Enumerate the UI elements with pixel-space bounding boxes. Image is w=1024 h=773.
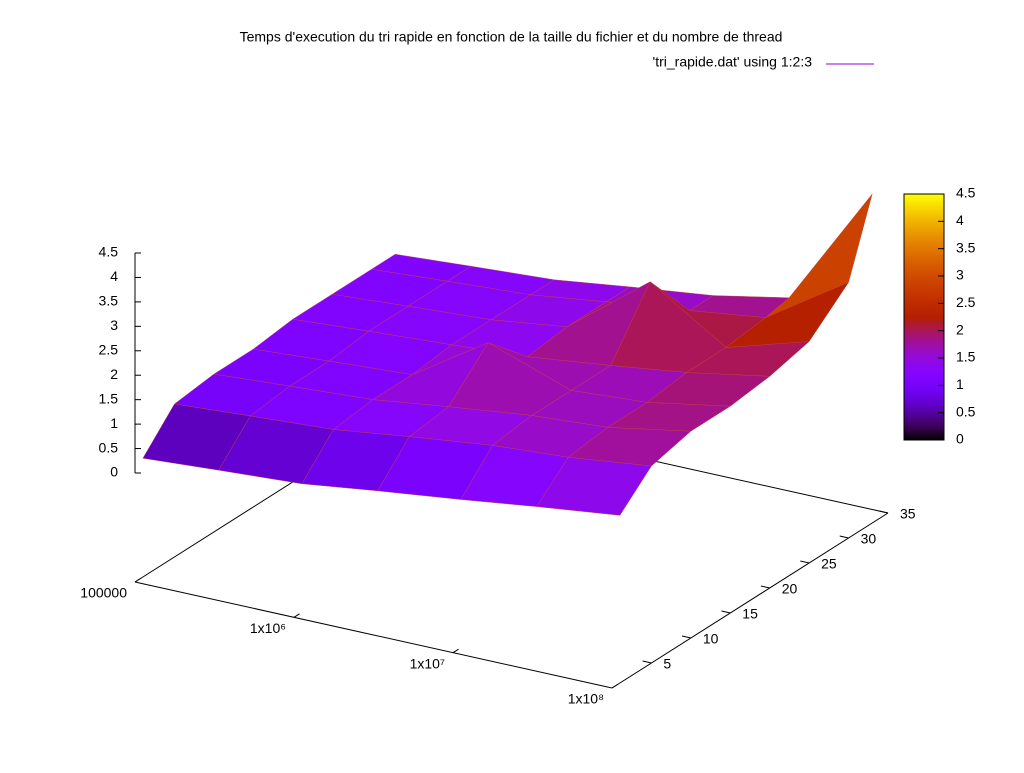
- x-tick: [452, 648, 459, 654]
- x-tick: [611, 684, 618, 689]
- y-tick-label: 25: [821, 556, 837, 572]
- cb-tick-label: 2.5: [956, 294, 976, 310]
- x-tick: [134, 578, 141, 583]
- x-tick-label: 1x10⁸: [568, 691, 604, 707]
- y-tick: [800, 560, 810, 564]
- y-tick-label: 35: [900, 506, 916, 522]
- y-tick-label: 20: [782, 581, 798, 597]
- y-tick-label: 5: [663, 656, 671, 672]
- cb-tick-label: 4: [956, 212, 964, 228]
- y-tick-label: 10: [703, 631, 719, 647]
- z-tick-label: 1: [110, 415, 118, 431]
- y-tick: [879, 510, 889, 514]
- z-tick-label: 4: [110, 268, 118, 284]
- cb-tick-label: 1: [956, 376, 964, 392]
- x-tick-label: 1x10⁷: [410, 655, 445, 671]
- y-tick: [721, 610, 731, 614]
- z-tick-label: 4.5: [99, 244, 119, 260]
- colorbar: [903, 193, 945, 441]
- cb-tick-label: 0.5: [956, 403, 976, 419]
- cb-tick-label: 1.5: [956, 349, 976, 365]
- z-tick-label: 0.5: [99, 439, 119, 455]
- z-tick-label: 2.5: [99, 341, 119, 357]
- z-tick-label: 0: [110, 464, 118, 480]
- y-tick: [760, 585, 770, 589]
- x-tick-label: 1x10⁶: [250, 620, 286, 636]
- z-tick-label: 3: [110, 317, 118, 333]
- cb-tick-label: 3.5: [956, 239, 976, 255]
- cb-tick-label: 2: [956, 321, 964, 337]
- cb-tick-label: 4.5: [956, 185, 976, 201]
- y-tick: [681, 635, 691, 639]
- z-tick-label: 1.5: [99, 390, 119, 406]
- z-tick-label: 3.5: [99, 293, 119, 309]
- y-tick: [642, 660, 652, 664]
- cb-tick-label: 3: [956, 267, 964, 283]
- surface-patch: [536, 457, 652, 516]
- y-tick-label: 15: [742, 606, 758, 622]
- legend-label: 'tri_rapide.dat' using 1:2:3: [653, 54, 813, 70]
- base-edge: [611, 512, 889, 689]
- x-tick-label: 100000: [80, 585, 127, 601]
- chart-title: Temps d'execution du tri rapide en fonct…: [240, 29, 783, 45]
- y-tick: [839, 535, 849, 539]
- z-tick-label: 2: [110, 366, 118, 382]
- base-edge: [134, 581, 613, 689]
- x-tick: [293, 613, 300, 618]
- cb-tick-label: 0: [956, 431, 964, 447]
- y-tick-label: 30: [861, 531, 877, 547]
